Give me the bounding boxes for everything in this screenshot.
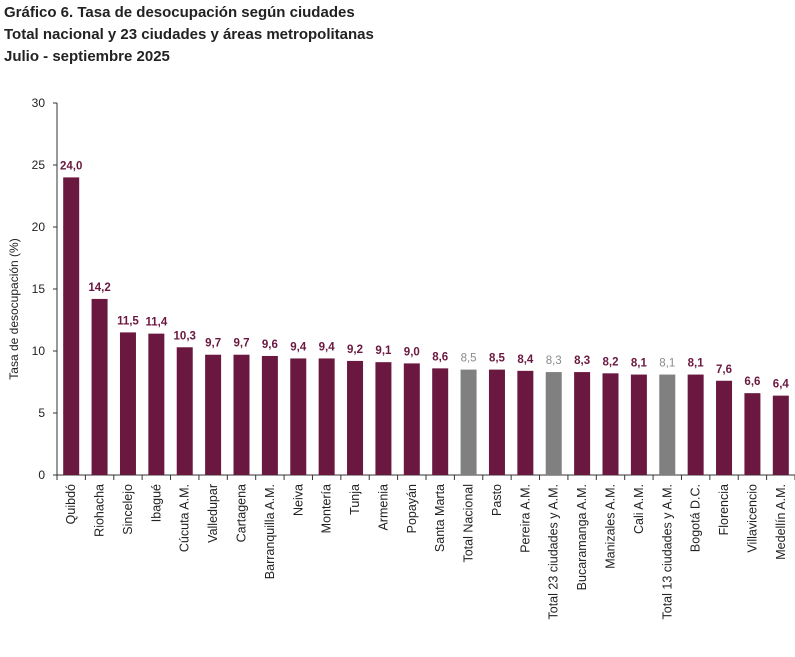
x-tick-label: Villavicencio xyxy=(745,484,759,553)
data-label: 9,4 xyxy=(319,341,336,353)
bar-23 xyxy=(716,380,733,475)
data-label: 8,5 xyxy=(489,353,506,365)
bar-9 xyxy=(318,358,335,475)
title-line-1: Gráfico 6. Tasa de desocupación según ci… xyxy=(4,4,355,21)
x-tick-label: Montería xyxy=(320,484,334,533)
y-tick-label: 0 xyxy=(38,468,45,482)
bar-4 xyxy=(176,347,193,475)
bar-7 xyxy=(261,355,278,475)
x-tick-label: Bogotá D.C. xyxy=(689,484,703,552)
x-tick-label: Bucaramanga A.M. xyxy=(575,484,589,590)
bar-8 xyxy=(290,358,307,475)
bar-22 xyxy=(687,374,704,475)
data-label: 24,0 xyxy=(60,160,82,172)
data-label: 8,6 xyxy=(432,351,448,363)
x-tick-label: Cartagena xyxy=(235,484,249,542)
y-tick-label: 5 xyxy=(38,406,45,420)
y-tick-label: 10 xyxy=(32,344,46,358)
x-tick-label: Neiva xyxy=(291,484,305,516)
x-tick-label: Santa Marta xyxy=(433,484,447,552)
bar-20 xyxy=(630,374,647,475)
x-tick-label: Barranquilla A.M. xyxy=(263,484,277,579)
x-tick-label: Quibdó xyxy=(64,484,78,524)
x-tick-label: Sincelejo xyxy=(121,484,135,535)
data-label: 8,1 xyxy=(631,358,648,370)
x-tick-label: Popayán xyxy=(405,484,419,533)
data-label: 9,0 xyxy=(404,346,420,358)
bar-15 xyxy=(488,369,505,475)
x-tick-label: Total 23 ciudades y A.M. xyxy=(547,484,561,620)
x-tick-label: Ibagué xyxy=(149,484,163,522)
data-label: 14,2 xyxy=(88,282,110,294)
data-label: 8,3 xyxy=(546,355,562,367)
x-tick-label: Medellín A.M. xyxy=(774,484,788,560)
bar-1 xyxy=(91,298,108,475)
data-label: 9,4 xyxy=(290,341,307,353)
data-label: 10,3 xyxy=(174,330,196,342)
data-label: 8,1 xyxy=(659,358,675,370)
bar-6 xyxy=(233,354,250,475)
data-label: 6,6 xyxy=(744,376,760,388)
data-label: 8,2 xyxy=(603,356,619,368)
data-label: 6,4 xyxy=(773,379,790,391)
data-label: 8,4 xyxy=(517,354,534,366)
bar-25 xyxy=(772,395,789,475)
data-label: 9,1 xyxy=(375,345,392,357)
data-label: 9,7 xyxy=(234,338,250,350)
bar-11 xyxy=(375,362,392,475)
y-axis-label: Tasa de desocupación (%) xyxy=(7,238,21,379)
x-tick-label: Pereira A.M. xyxy=(518,484,532,553)
y-tick-label: 20 xyxy=(32,220,46,234)
data-label: 8,1 xyxy=(688,358,705,370)
data-label: 11,4 xyxy=(145,317,167,329)
data-label: 9,2 xyxy=(347,344,363,356)
x-tick-label: Valledupar xyxy=(206,484,220,543)
bar-12 xyxy=(403,363,420,475)
bar-16 xyxy=(517,370,534,475)
bar-18 xyxy=(574,372,591,475)
bar-2 xyxy=(119,332,136,475)
x-tick-label: Total 13 ciudades y A.M. xyxy=(660,484,674,620)
y-tick-label: 30 xyxy=(32,96,46,110)
bar-3 xyxy=(148,333,165,475)
bar-19 xyxy=(602,373,619,475)
bar-0 xyxy=(63,177,80,475)
bar-17 xyxy=(545,372,562,475)
bar-5 xyxy=(205,354,222,475)
bar-13 xyxy=(432,368,449,475)
y-tick-label: 25 xyxy=(32,158,46,172)
title-line-3: Julio - septiembre 2025 xyxy=(4,48,170,65)
title-line-2: Total nacional y 23 ciudades y áreas met… xyxy=(4,26,374,43)
x-tick-label: Cúcuta A.M. xyxy=(178,484,192,552)
chart-title: Gráfico 6. Tasa de desocupación según ci… xyxy=(4,2,374,68)
bar-10 xyxy=(347,360,364,475)
data-label: 11,5 xyxy=(117,315,139,327)
bar-24 xyxy=(744,393,761,475)
data-label: 7,6 xyxy=(716,364,732,376)
y-tick-label: 15 xyxy=(32,282,46,296)
bar-21 xyxy=(659,374,676,475)
x-tick-label: Tunja xyxy=(348,484,362,515)
bar-14 xyxy=(460,369,477,475)
data-label: 9,7 xyxy=(205,338,221,350)
x-tick-label: Riohacha xyxy=(93,484,107,537)
x-tick-label: Total Nacional xyxy=(462,484,476,563)
x-tick-label: Florencia xyxy=(717,484,731,535)
x-tick-label: Manizales A.M. xyxy=(604,484,618,569)
data-label: 8,5 xyxy=(461,353,477,365)
x-tick-label: Pasto xyxy=(490,484,504,516)
data-label: 9,6 xyxy=(262,339,278,351)
x-tick-label: Armenia xyxy=(376,484,390,531)
x-tick-label: Cali A.M. xyxy=(632,484,646,534)
data-label: 8,3 xyxy=(574,355,590,367)
